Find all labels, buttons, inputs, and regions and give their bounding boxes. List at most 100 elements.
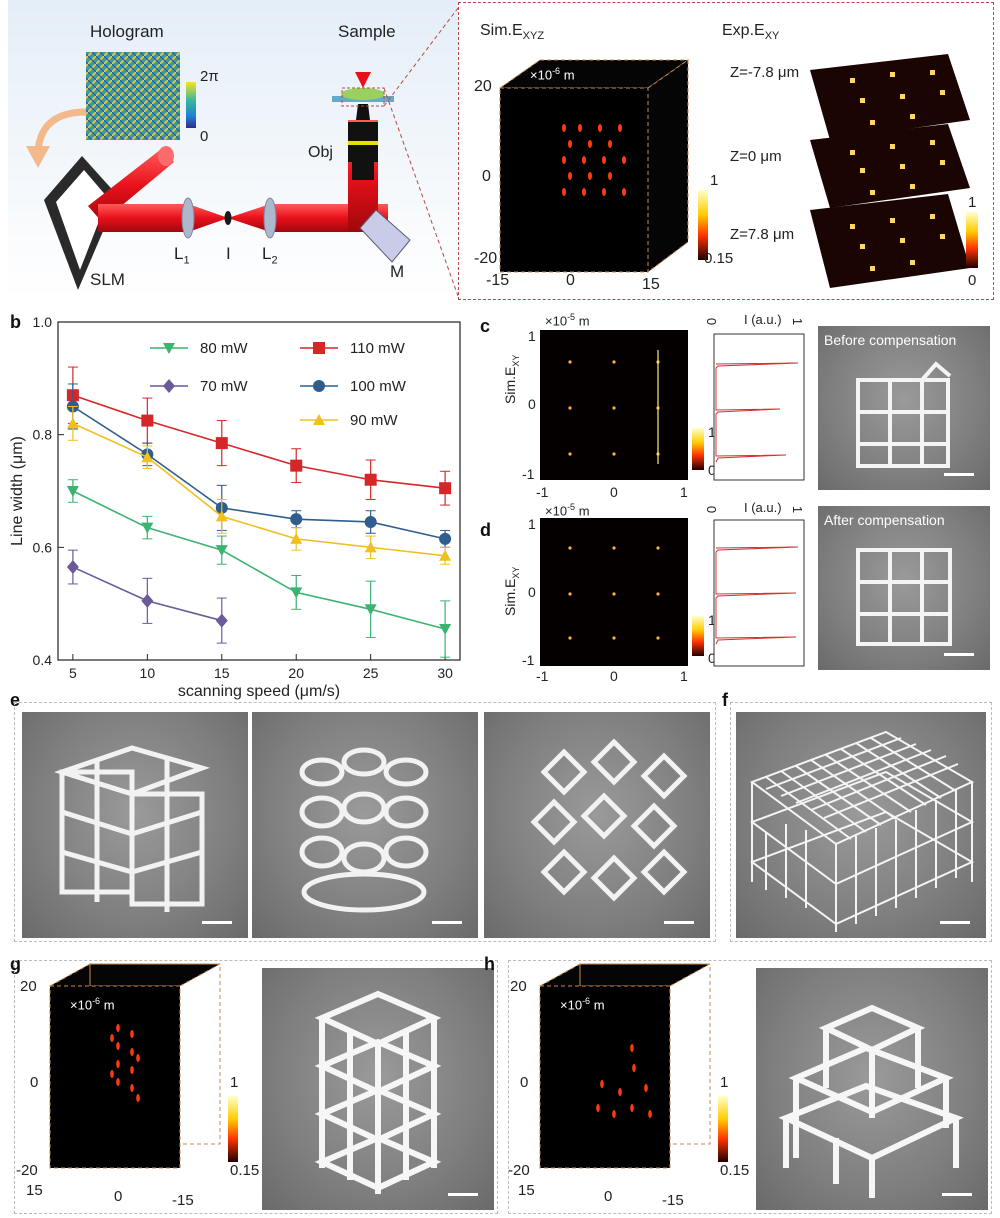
cube-unit-a: ×10-6 m xyxy=(530,66,575,83)
legend-label: 100 mW xyxy=(350,378,407,395)
series-line xyxy=(72,405,446,540)
panel-label-b: b xyxy=(10,312,21,332)
data-point xyxy=(439,549,452,561)
d-profile-0: 0 xyxy=(704,505,720,514)
focal-spots xyxy=(562,124,626,196)
series-line xyxy=(72,422,446,557)
panel-label-c: c xyxy=(480,316,491,336)
iris-label: I xyxy=(226,244,231,263)
d-x-right: 1 xyxy=(680,668,688,684)
slice-z1: Z=-7.8 μm xyxy=(730,64,800,81)
panel-e-frame xyxy=(14,702,716,942)
h-cb-max: 1 xyxy=(720,1074,729,1091)
c-y-mid: 0 xyxy=(528,396,536,412)
optical-setup-diagram xyxy=(26,7,458,297)
sim-cube-g xyxy=(49,963,238,1169)
data-point xyxy=(439,532,452,545)
d-colorbar xyxy=(692,616,704,656)
data-point xyxy=(290,532,303,544)
data-point xyxy=(313,414,325,425)
data-point xyxy=(141,414,154,427)
panel-label-e: e xyxy=(10,690,21,710)
g-unit: ×10-6 m xyxy=(70,996,115,1013)
sim-cube-a xyxy=(498,59,708,273)
sem-cubic-lattice xyxy=(22,712,248,938)
line-width-chart: 5 10 15 20 25 30 0.4 0.6 0.8 1.0 scanning speed (μ… xyxy=(9,314,461,700)
slice-z2: Z=0 μm xyxy=(730,148,782,165)
lens-l1 xyxy=(181,197,195,239)
x-tick-label: 5 xyxy=(69,665,77,681)
d-ylabel: Sim.EXY xyxy=(502,566,521,616)
zoom-frame xyxy=(458,2,994,300)
x-tick-label: 25 xyxy=(363,665,379,681)
sem-before-compensation xyxy=(818,326,990,490)
x-tick-label: 30 xyxy=(437,665,453,681)
c-profile-1: 1 xyxy=(790,317,806,326)
data-point xyxy=(66,560,79,575)
data-point xyxy=(215,545,228,557)
c-cb-min: 0 xyxy=(708,462,716,478)
g-x-right: -15 xyxy=(172,1192,194,1209)
data-point xyxy=(439,624,452,636)
data-point xyxy=(163,379,175,393)
h-unit: ×10-6 m xyxy=(560,996,605,1013)
sem-ring-lattice xyxy=(252,712,478,938)
cube-y-bot: -20 xyxy=(474,250,498,267)
hologram-cb-max: 2π xyxy=(200,68,219,85)
h-y-top: 20 xyxy=(510,978,527,995)
data-point xyxy=(364,473,377,486)
panel-label-g: g xyxy=(10,954,21,974)
panel-g-frame xyxy=(14,960,498,1214)
c-profile-label: I (a.u.) xyxy=(744,312,782,327)
hologram-image xyxy=(86,52,180,140)
c-x-mid: 0 xyxy=(610,484,618,500)
cube-y-top: 20 xyxy=(474,78,492,95)
h-x-mid: 0 xyxy=(604,1188,613,1205)
lens-l1-label: L1 xyxy=(174,244,190,267)
c-unit: ×10-5 m xyxy=(545,312,590,329)
lens-l2-label: L2 xyxy=(262,244,278,267)
curved-arrow-icon xyxy=(34,108,87,151)
h-y-mid: 0 xyxy=(520,1074,529,1091)
data-point xyxy=(141,593,154,608)
sem-large-lattice xyxy=(736,712,986,938)
x-tick-label: 20 xyxy=(288,665,304,681)
data-point xyxy=(163,343,175,354)
d-sim-map xyxy=(540,518,688,666)
panel-h-frame xyxy=(508,960,992,1214)
cube-x-left: -15 xyxy=(486,272,510,289)
cube-colorbar xyxy=(698,190,708,260)
sem-octahedral-lattice xyxy=(484,712,710,938)
c-y-bot: -1 xyxy=(522,466,535,482)
c-y-top: 1 xyxy=(528,328,536,344)
sem-stacked-cubes-g xyxy=(262,968,494,1210)
c-x-left: -1 xyxy=(536,484,549,500)
data-point xyxy=(364,541,377,553)
data-point xyxy=(290,513,303,526)
g-cb-min: 0.15 xyxy=(230,1162,260,1179)
g-y-top: 20 xyxy=(20,978,37,995)
h-x-right: -15 xyxy=(662,1192,684,1209)
exp-cb-min: 0 xyxy=(968,272,977,289)
sem-caption-after: After compensation xyxy=(824,512,945,528)
c-sim-map xyxy=(540,330,688,480)
hologram-cb-min: 0 xyxy=(200,128,209,145)
sample-label: Sample xyxy=(338,22,396,41)
y-axis-label: Line width (μm) xyxy=(9,436,26,546)
x-tick-label: 10 xyxy=(140,665,156,681)
d-x-mid: 0 xyxy=(610,668,618,684)
data-point xyxy=(66,486,79,497)
y-tick-label: 0.6 xyxy=(33,539,53,555)
data-point xyxy=(290,587,303,599)
exp-xy-title: Exp.EXY xyxy=(722,22,780,43)
plot-frame xyxy=(57,321,461,661)
legend-label: 80 mW xyxy=(200,340,248,357)
exp-colorbar xyxy=(966,212,978,268)
c-profile xyxy=(713,333,805,481)
data-point xyxy=(215,613,228,628)
data-point xyxy=(141,522,154,534)
data-point xyxy=(215,510,228,522)
exp-slices xyxy=(810,54,970,288)
d-cb-min: 0 xyxy=(708,650,716,666)
slice-z3: Z=7.8 μm xyxy=(730,226,795,243)
